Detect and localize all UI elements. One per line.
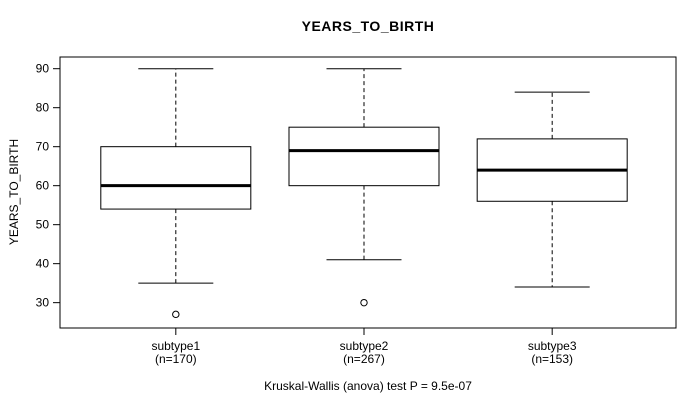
x-group-label: subtype1 [151,339,200,353]
plot-border [59,56,677,329]
y-tick-label: 90 [36,62,50,76]
x-group-label: subtype2 [340,339,389,353]
y-tick-label: 30 [36,296,50,310]
iqr-box-subtype2 [288,126,440,187]
y-tick-label: 80 [36,101,50,115]
x-group-count-label: (n=153) [531,352,573,366]
y-tick-label: 60 [36,179,50,193]
y-tick-label: 70 [36,140,50,154]
iqr-box-subtype1 [100,146,252,210]
y-tick-label: 40 [36,257,50,271]
x-group-label: subtype3 [528,339,577,353]
x-group-count-label: (n=267) [343,352,385,366]
stat-test-caption: Kruskal-Wallis (anova) test P = 9.5e-07 [264,379,472,393]
x-group-count-label: (n=170) [155,352,197,366]
chart-title: YEARS_TO_BIRTH [301,18,435,34]
outlier-point-subtype1 [172,310,180,319]
y-tick-label: 50 [36,218,50,232]
outlier-point-subtype2 [360,298,368,307]
